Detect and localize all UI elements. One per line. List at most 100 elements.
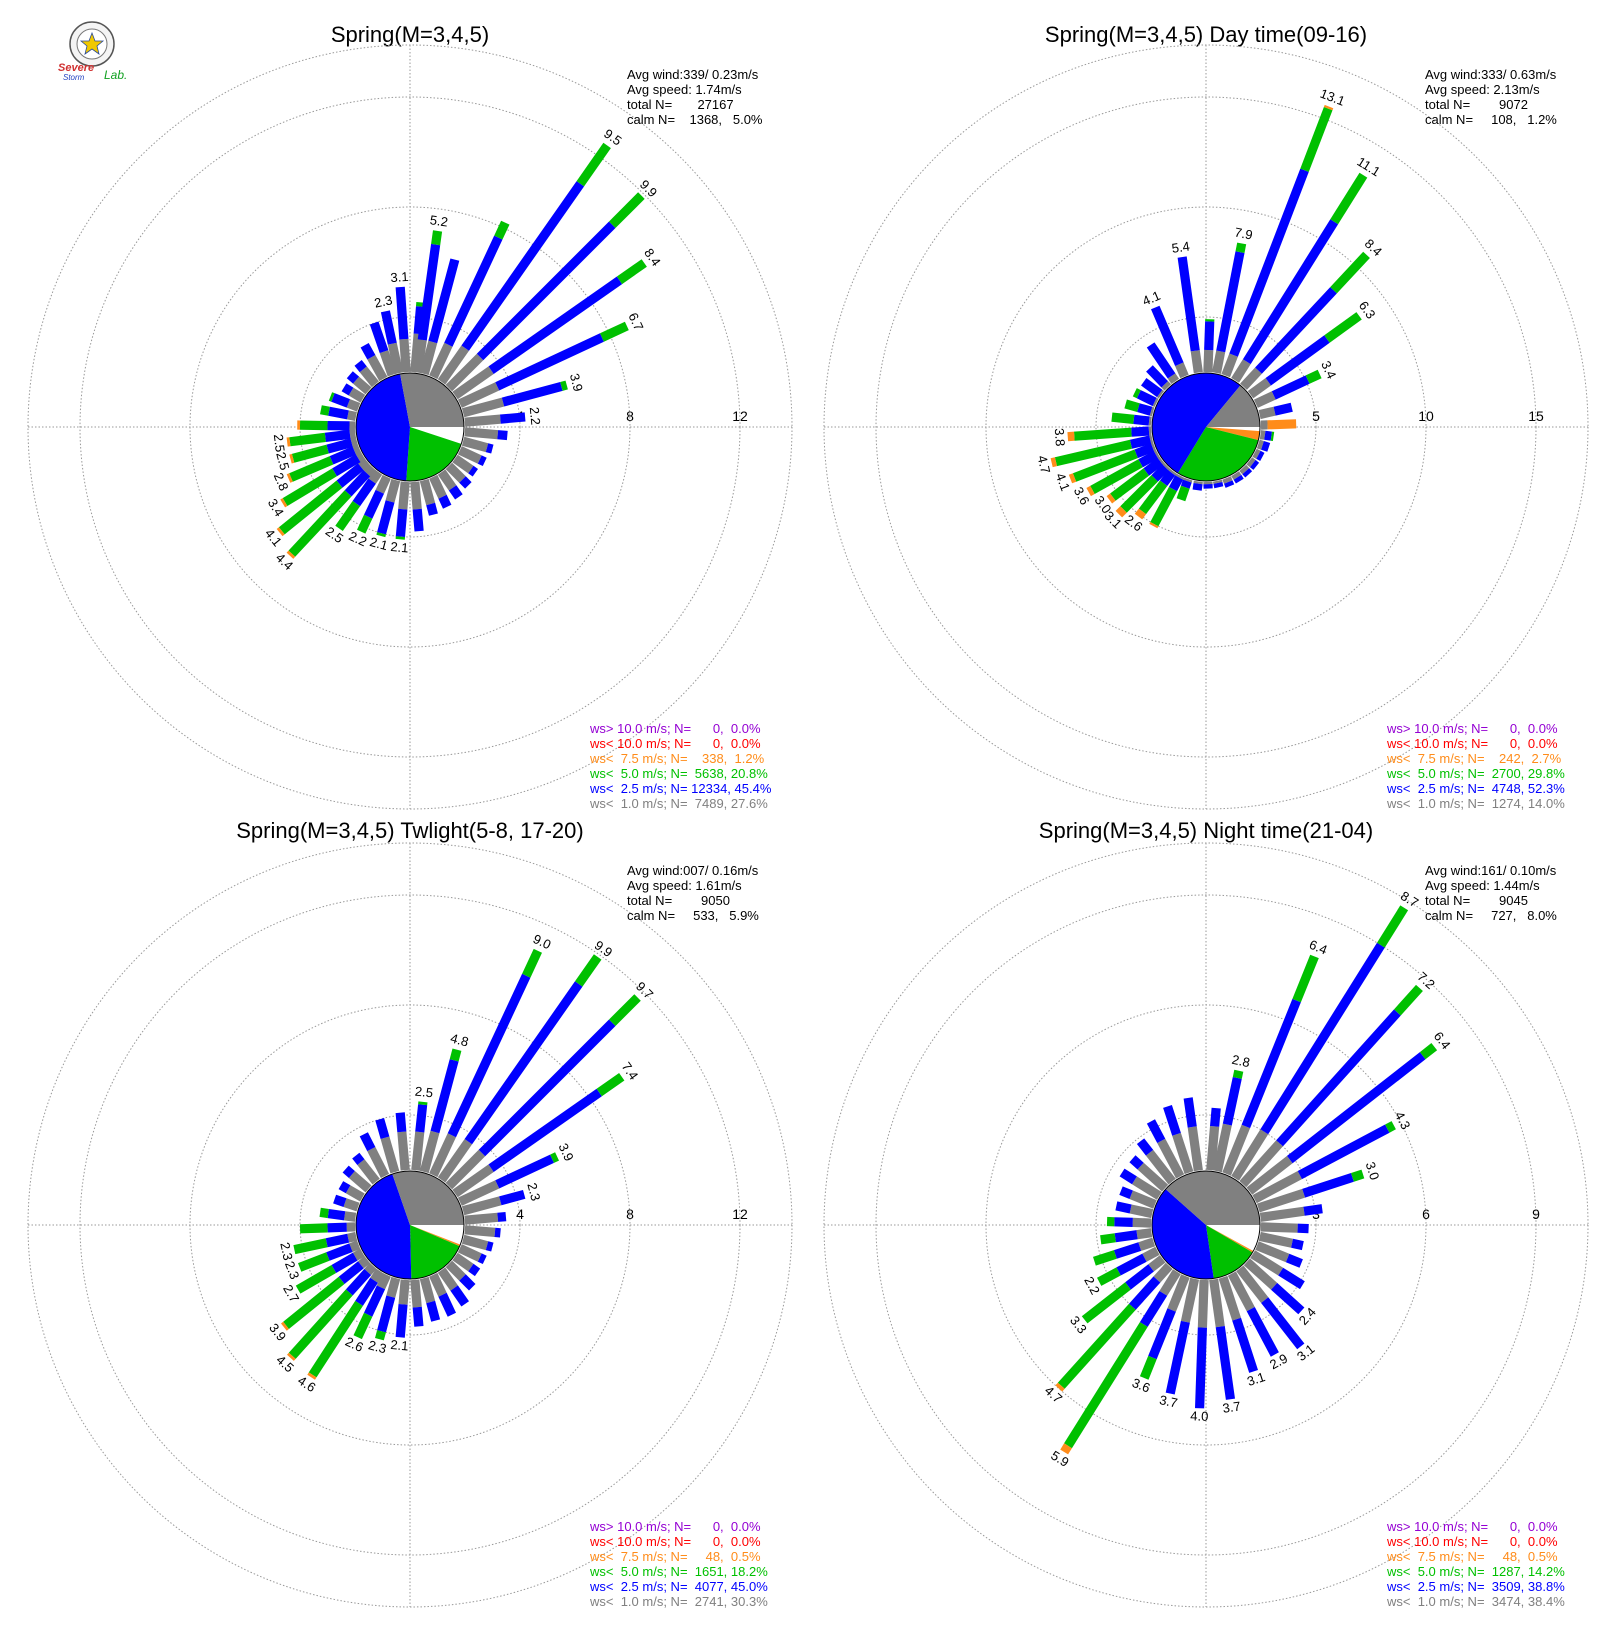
sector-bar-blue xyxy=(1255,287,1337,374)
sector-bar-blue xyxy=(1278,1267,1305,1290)
sector-bar-blue xyxy=(1131,426,1150,437)
sector-bar-gray xyxy=(1129,1204,1154,1219)
sector-bar-blue xyxy=(1297,1124,1390,1180)
sector-bar-blue xyxy=(1204,321,1215,351)
sector-bar-gray xyxy=(1255,1241,1290,1263)
sector-bar-gray xyxy=(437,469,457,491)
sector-bar-gray xyxy=(1157,1138,1185,1179)
sector-bar-blue xyxy=(1125,1264,1154,1290)
sector-bar-blue xyxy=(1146,342,1176,379)
sector-bar-green xyxy=(375,1330,386,1341)
legend-entry: ws< 7.5 m/s; N= 48, 0.5% xyxy=(1386,1549,1558,1564)
sector-bar-blue xyxy=(1303,1204,1323,1216)
sector-bar-blue xyxy=(1242,219,1339,365)
sector-bar-gray xyxy=(429,1272,447,1297)
sector-bar-blue xyxy=(500,412,526,424)
legend-entry: ws< 2.5 m/s; N= 4077, 45.0% xyxy=(589,1579,768,1594)
logo-lab-text: Lab. xyxy=(104,68,127,82)
sector-bar-gray xyxy=(357,1159,380,1185)
sector-bar-green xyxy=(609,192,645,228)
sector-bar-blue xyxy=(461,181,585,351)
sector-bar-gray xyxy=(1212,1123,1232,1173)
core-pie-slice-gray xyxy=(400,372,464,427)
sector-bar-blue xyxy=(380,310,397,345)
stats-line: total N= 9045 xyxy=(1425,893,1528,908)
sector-bar-blue xyxy=(477,455,487,466)
core-pie-slice-green xyxy=(1206,1225,1253,1279)
sector-bar-blue xyxy=(331,393,350,408)
sector-bar-gray xyxy=(346,399,361,412)
core-pie-slice-gray xyxy=(1206,385,1260,427)
sector-bar-blue xyxy=(1133,414,1150,426)
stats-line: Avg wind:333/ 0.63m/s xyxy=(1425,67,1557,82)
sector-bar-blue xyxy=(476,221,616,361)
core-pie-slice-gray xyxy=(1165,1170,1260,1225)
sector-bar-gray xyxy=(410,481,422,510)
sector-bar-blue xyxy=(1232,1317,1258,1373)
legend-entry: ws< 1.0 m/s; N= 7489, 27.6% xyxy=(589,796,768,811)
ring-tick-label: 5 xyxy=(1312,408,1320,424)
sector-bar-gray xyxy=(346,1222,356,1232)
sector-bar-blue xyxy=(1265,335,1330,386)
sector-bar-blue xyxy=(338,1181,351,1194)
sector-bar-green xyxy=(1377,905,1409,948)
sector-bar-gray xyxy=(367,1147,390,1179)
sector-bar-green xyxy=(1150,487,1177,527)
sector-bar-blue xyxy=(1143,457,1164,476)
sector-bar-blue xyxy=(341,383,354,396)
sector-bar-blue xyxy=(1115,1201,1132,1214)
sector-bar-gray xyxy=(1161,381,1172,391)
sector-bar-blue xyxy=(338,1261,364,1284)
sector-bar-gray xyxy=(1239,1140,1283,1188)
sector-bar-blue xyxy=(1129,1276,1161,1310)
sector-bar-gray xyxy=(419,1130,440,1174)
sector-bar-blue xyxy=(352,1152,365,1165)
legend-entry: ws> 10.0 m/s; N= 0, 0.0% xyxy=(1386,1519,1558,1534)
sector-bar-orange xyxy=(280,498,288,508)
sector-bar-gray xyxy=(385,478,401,503)
sector-bar-orange xyxy=(297,420,301,430)
sector-bar-blue xyxy=(1119,1168,1137,1185)
sector-bar-blue xyxy=(377,1295,396,1333)
stats-line: calm N= 727, 8.0% xyxy=(1425,908,1557,923)
core-pie-slice-orange xyxy=(410,1225,461,1247)
sector-bar-gray xyxy=(1221,353,1238,378)
sector-bar-green xyxy=(1305,369,1322,384)
sector-value-label: 2.3 xyxy=(373,292,394,310)
legend-entry: ws> 10.0 m/s; N= 0, 0.0% xyxy=(589,1519,761,1534)
sector-bar-gray xyxy=(1258,1231,1293,1248)
sector-bar-gray xyxy=(1132,1217,1152,1228)
sector-bar-green xyxy=(1419,1043,1438,1060)
sector-bar-green xyxy=(335,501,361,531)
sector-value-label: 9.0 xyxy=(531,931,554,952)
sector-bar-green xyxy=(308,1300,363,1378)
chart-title: Spring(M=3,4,5) xyxy=(331,22,489,47)
sector-bar-gray xyxy=(1157,389,1165,399)
sector-bar-green xyxy=(1205,319,1215,322)
sector-bar-blue xyxy=(488,1088,602,1172)
sector-bar-blue xyxy=(375,1118,390,1139)
sector-bar-gray xyxy=(349,1240,361,1252)
sector-bar-blue xyxy=(1256,450,1265,461)
ring-tick-label: 8 xyxy=(626,1206,634,1222)
sector-bar-blue xyxy=(354,360,367,373)
sector-bar-gray xyxy=(1240,367,1262,390)
sector-bar-blue xyxy=(1129,1155,1144,1170)
legend-entry: ws< 10.0 m/s; N= 0, 0.0% xyxy=(1386,1534,1558,1549)
legend-entry: ws< 5.0 m/s; N= 1287, 14.2% xyxy=(1386,1564,1565,1579)
sector-bar-blue xyxy=(495,1154,554,1189)
sector-bar-blue xyxy=(352,478,376,507)
sector-bar-orange xyxy=(287,1352,296,1361)
sector-bar-green xyxy=(494,220,510,240)
sector-bar-green xyxy=(283,1276,345,1329)
sector-bar-gray xyxy=(352,1248,365,1261)
sector-bar-gray xyxy=(398,481,410,510)
sector-bar-orange xyxy=(286,437,291,447)
sector-bar-green xyxy=(576,142,611,187)
sector-bar-blue xyxy=(326,1243,353,1261)
sector-bar-gray xyxy=(429,342,453,380)
sector-bar-green xyxy=(550,1152,559,1163)
legend-entry: ws< 2.5 m/s; N= 3509, 38.8% xyxy=(1386,1579,1565,1594)
sector-bar-gray xyxy=(457,446,482,464)
sector-bar-gray xyxy=(399,338,411,373)
